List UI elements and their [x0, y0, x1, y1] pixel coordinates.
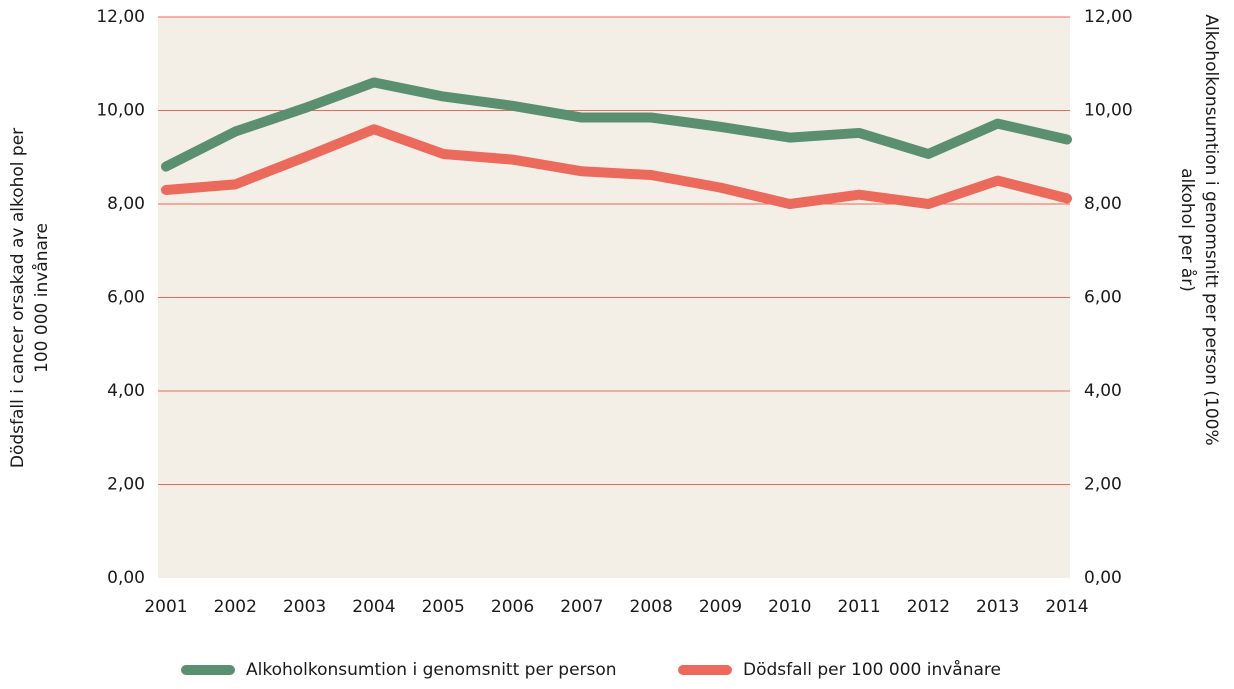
y-tick-label: 4,00 [107, 381, 145, 401]
y2-tick-label: 6,00 [1084, 288, 1122, 308]
y2-axis-label: Alkoholkonsumtion i genomsnitt per perso… [1201, 14, 1221, 445]
x-tick-label: 2010 [768, 597, 811, 617]
y2-tick-label: 12,00 [1084, 7, 1133, 27]
x-tick-label: 2002 [214, 597, 257, 617]
x-tick-label: 2011 [837, 597, 880, 617]
y-tick-label: 2,00 [107, 475, 145, 495]
x-tick-label: 2008 [630, 597, 673, 617]
x-tick-label: 2007 [560, 597, 603, 617]
y-axis-label: 100 000 invånare [31, 223, 52, 373]
y-tick-label: 8,00 [107, 194, 145, 214]
x-tick-label: 2003 [283, 597, 326, 617]
x-tick-label: 2006 [491, 597, 534, 617]
series-line [161, 77, 1072, 172]
y-tick-label: 12,00 [96, 7, 145, 27]
y-axis-label: Dödsfall i cancer orsakad av alkohol per [8, 128, 28, 468]
y2-tick-label: 4,00 [1084, 381, 1122, 401]
x-tick-label: 2005 [422, 597, 465, 617]
y2-tick-label: 0,00 [1084, 568, 1122, 588]
legend-label: Dödsfall per 100 000 invånare [743, 659, 1001, 680]
x-tick-label: 2013 [976, 597, 1019, 617]
x-tick-label: 2014 [1045, 597, 1088, 617]
series-line [161, 124, 1072, 209]
y2-tick-label: 8,00 [1084, 194, 1122, 214]
x-tick-label: 2009 [699, 597, 742, 617]
y-tick-label: 0,00 [107, 568, 145, 588]
x-tick-label: 2012 [907, 597, 950, 617]
y2-tick-label: 10,00 [1084, 101, 1133, 121]
x-tick-label: 2004 [352, 597, 395, 617]
y2-tick-label: 2,00 [1084, 475, 1122, 495]
legend-label: Alkoholkonsumtion i genomsnitt per perso… [246, 660, 617, 680]
y-tick-label: 6,00 [107, 288, 145, 308]
x-tick-label: 2001 [144, 597, 187, 617]
y-tick-label: 10,00 [96, 101, 145, 121]
y2-axis-label: alkohol per år) [1177, 168, 1198, 292]
